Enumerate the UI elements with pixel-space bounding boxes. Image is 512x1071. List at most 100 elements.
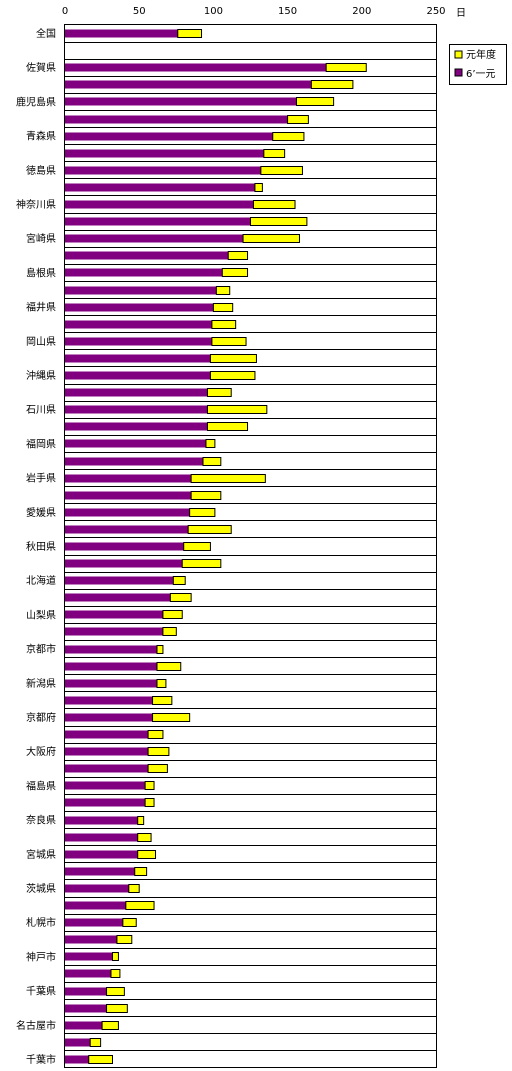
bar-segment-gannendo (152, 696, 173, 705)
bar-segment-gannendo (287, 115, 309, 124)
bar-segment-6ichigen (65, 884, 129, 893)
bar-segment-6ichigen (65, 593, 171, 602)
bar-segment-6ichigen (65, 918, 123, 927)
bar-segment-gannendo (147, 747, 170, 756)
bar-segment-6ichigen (65, 713, 153, 722)
bar-segment-gannendo (110, 969, 121, 978)
bar-segment-gannendo (156, 679, 167, 688)
category-label: 神奈川県 (16, 198, 56, 211)
bar-segment-gannendo (190, 491, 222, 500)
bar-segment-6ichigen (65, 474, 192, 483)
bar-segment-gannendo (189, 508, 216, 517)
legend-label-gannendo: 元年度 (466, 48, 496, 61)
category-label: 新潟県 (26, 677, 56, 690)
legend-swatch-yellow (454, 50, 463, 59)
bar-segment-6ichigen (65, 730, 149, 739)
bar-segment-gannendo (106, 987, 125, 996)
bar-segment-gannendo (147, 764, 168, 773)
bar-segment-6ichigen (65, 422, 208, 431)
bar-segment-gannendo (177, 29, 203, 38)
bar-segment-gannendo (310, 80, 354, 89)
bar-segment-gannendo (209, 371, 256, 380)
bar-segment-gannendo (242, 234, 300, 243)
category-label: 福岡県 (26, 437, 56, 450)
x-tick-label: 250 (426, 6, 445, 17)
category-label: 宮崎県 (26, 232, 56, 245)
bar-segment-6ichigen (65, 132, 273, 141)
bar-segment-gannendo (211, 337, 247, 346)
row-separators (65, 42, 436, 1051)
category-label: 岩手県 (26, 472, 56, 485)
bar-segment-6ichigen (65, 867, 135, 876)
bar-segment-gannendo (88, 1055, 113, 1064)
bar-segment-gannendo (156, 645, 164, 654)
category-label: 沖縄県 (26, 369, 56, 382)
bar-segment-gannendo (187, 525, 232, 534)
bar-segment-6ichigen (65, 268, 223, 277)
bar-segment-gannendo (172, 576, 186, 585)
category-label: 福島県 (26, 779, 56, 792)
bar-segment-6ichigen (65, 439, 206, 448)
bar-segment-gannendo (211, 320, 237, 329)
bar-segment-6ichigen (65, 388, 208, 397)
bar-segment-gannendo (122, 918, 137, 927)
bar-segment-6ichigen (65, 952, 113, 961)
bar-segment-gannendo (152, 713, 191, 722)
bar-segment-6ichigen (65, 1004, 107, 1013)
category-label: 岡山県 (26, 336, 56, 348)
bar-segment-6ichigen (65, 405, 208, 414)
bar-segment-gannendo (227, 251, 249, 260)
bar-segment-gannendo (125, 901, 155, 910)
bar-segment-gannendo (106, 1004, 128, 1013)
bar-segment-gannendo (260, 166, 303, 175)
bar-segment-6ichigen (65, 217, 251, 226)
x-tick-label: 150 (278, 6, 297, 17)
bar-segment-6ichigen (65, 183, 255, 192)
bar-segment-6ichigen (65, 508, 190, 517)
bar-segment-6ichigen (65, 29, 178, 38)
bar-segment-6ichigen (65, 491, 192, 500)
bar-segment-6ichigen (65, 987, 107, 996)
category-label: 徳島県 (26, 164, 56, 177)
bar-segment-6ichigen (65, 1021, 103, 1030)
bar-segment-6ichigen (65, 337, 212, 346)
category-label: 山梨県 (26, 608, 56, 621)
bar-segment-6ichigen (65, 627, 163, 636)
bar-segment-6ichigen (65, 559, 183, 568)
x-axis-ticks: 0 50 100 150 200 250 (62, 6, 446, 17)
bar-segment-gannendo (183, 542, 211, 551)
category-label: 札幌市 (26, 916, 56, 929)
category-label: 愛媛県 (26, 506, 56, 519)
bar-segment-gannendo (147, 730, 164, 739)
legend-label-6ichigen: 6’一元 (466, 69, 496, 80)
bar-segment-gannendo (221, 268, 249, 277)
bar-segment-6ichigen (65, 457, 204, 466)
bar-segment-gannendo (162, 627, 177, 636)
category-label: 青森県 (26, 130, 56, 143)
category-label: 佐賀県 (26, 62, 56, 74)
bar-segment-6ichigen (65, 1055, 89, 1064)
bar-segment-gannendo (296, 97, 335, 106)
bar-segment-6ichigen (65, 234, 244, 243)
category-label: 千葉県 (26, 985, 56, 998)
bar-segment-6ichigen (65, 542, 184, 551)
bar-segment-6ichigen (65, 200, 254, 209)
category-label: 千葉市 (26, 1053, 56, 1066)
bar-segment-gannendo (128, 884, 140, 893)
bar-segment-6ichigen (65, 371, 211, 380)
bar-segment-gannendo (144, 798, 155, 807)
bar-segment-6ichigen (65, 354, 211, 363)
category-label: 北海道 (26, 574, 56, 587)
bar-segment-6ichigen (65, 850, 138, 859)
bar-segment-6ichigen (65, 679, 158, 688)
x-tick-label: 100 (204, 6, 223, 17)
bar-segment-6ichigen (65, 320, 212, 329)
bar-segment-gannendo (181, 559, 222, 568)
bar-segment-gannendo (111, 952, 119, 961)
bar-segment-gannendo (144, 781, 155, 790)
category-labels: 全国佐賀県鹿児島県青森県徳島県神奈川県宮崎県島根県福井県岡山県沖縄県石川県福岡県… (16, 27, 56, 1066)
bar-segment-6ichigen (65, 149, 264, 158)
bar-segment-gannendo (272, 132, 305, 141)
bar-segment-gannendo (137, 816, 145, 825)
bar-segment-gannendo (206, 422, 249, 431)
